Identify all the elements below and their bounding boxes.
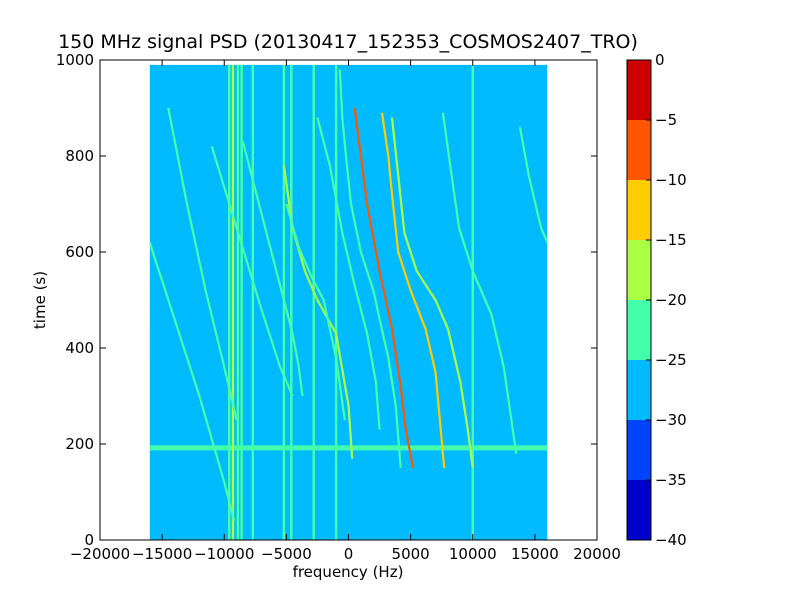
- x-tick-label: −5000: [261, 545, 312, 563]
- doppler-trace: [441, 112, 518, 454]
- y-axis-label: time (s): [31, 271, 49, 329]
- doppler-trace: [316, 117, 381, 430]
- colorbar-band: [627, 120, 651, 180]
- x-tick-label: −15000: [132, 545, 192, 563]
- colorbar: 0 −5 −10 −15 −20 −25 −30 −35 −40: [626, 51, 687, 549]
- doppler-trace: [380, 112, 446, 469]
- colorbar-tick-label: −20: [655, 291, 687, 309]
- x-axis-label: frequency (Hz): [293, 563, 404, 581]
- colorbar-band: [627, 300, 651, 360]
- colorbar-tick-label: −25: [655, 351, 687, 369]
- colorbar-band: [627, 420, 651, 480]
- colorbar-tick-label: −15: [655, 231, 687, 249]
- x-tick-label: −10000: [194, 545, 254, 563]
- doppler-trace: [353, 107, 415, 469]
- doppler-trace: [285, 203, 346, 421]
- axes: −20000 −15000 −10000 −5000 0 5000 10000 15000 20…: [56, 51, 621, 563]
- colorbar-tick-label: −10: [655, 171, 687, 189]
- colorbar-band: [627, 360, 651, 420]
- y-tick-label: 800: [65, 147, 94, 165]
- colorbar-band: [627, 240, 651, 300]
- doppler-trace: [241, 141, 304, 397]
- y-tick-label: 200: [65, 435, 94, 453]
- colorbar-band: [627, 60, 651, 120]
- doppler-trace: [338, 69, 402, 469]
- chart-title: 150 MHz signal PSD (20130417_152353_COSM…: [58, 31, 638, 53]
- colorbar-band: [627, 180, 651, 240]
- x-tick-label: 5000: [392, 545, 430, 563]
- y-tick-label: 1000: [56, 51, 94, 69]
- colorbar-band: [627, 480, 651, 540]
- y-tick-label: 600: [65, 243, 94, 261]
- colorbar-tick-label: −40: [655, 531, 687, 549]
- x-tick-label: 0: [344, 545, 354, 563]
- y-tick-label: 400: [65, 339, 94, 357]
- x-tick-label: −20000: [70, 545, 130, 563]
- doppler-trace: [167, 107, 238, 421]
- colorbar-tick-label: −5: [655, 111, 677, 129]
- colorbar-tick-label: −30: [655, 411, 687, 429]
- doppler-trace: [210, 146, 294, 397]
- doppler-trace: [149, 242, 236, 522]
- colorbar-tick-label: −35: [655, 471, 687, 489]
- psd-background-field: [149, 64, 548, 541]
- heatmap-plot-area: [149, 64, 548, 541]
- colorbar-tick-label: 0: [655, 51, 665, 69]
- y-tick-label: 0: [84, 531, 94, 549]
- doppler-trace: [518, 127, 548, 243]
- x-tick-label: 20000: [573, 545, 621, 563]
- x-tick-label: 10000: [449, 545, 497, 563]
- doppler-trace: [390, 117, 474, 469]
- x-tick-label: 15000: [511, 545, 559, 563]
